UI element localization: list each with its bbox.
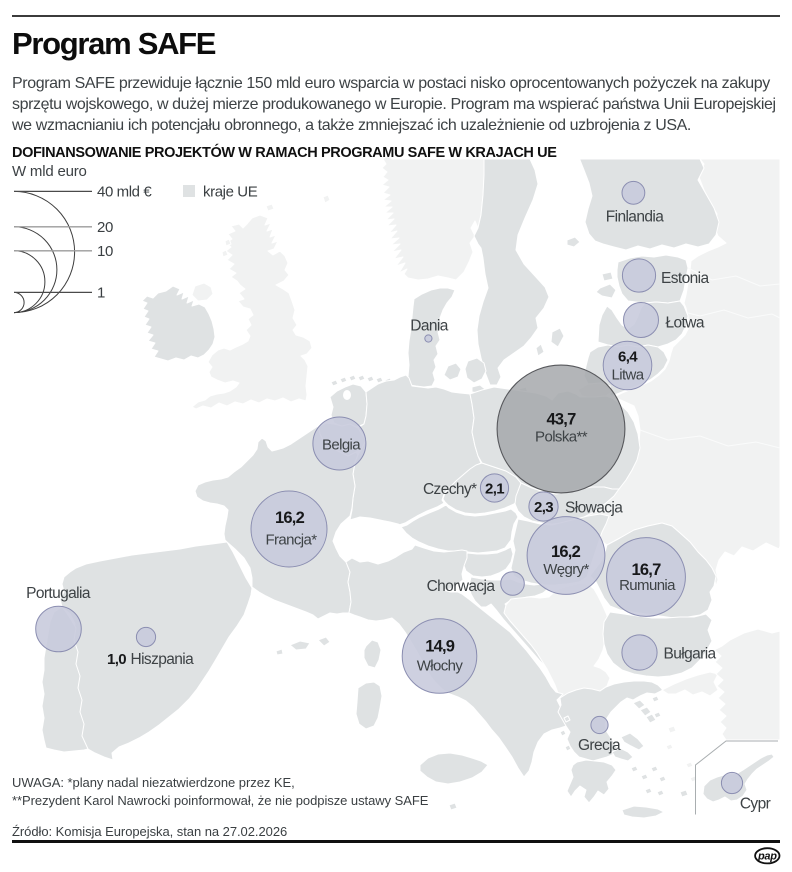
svg-text:1: 1 (97, 285, 105, 302)
svg-text:2,3: 2,3 (534, 499, 553, 516)
svg-text:Słowacja: Słowacja (565, 500, 623, 517)
svg-text:Chorwacja: Chorwacja (427, 578, 496, 595)
svg-text:kraje UE: kraje UE (203, 184, 258, 201)
svg-text:Włochy: Włochy (417, 658, 464, 675)
svg-text:Belgia: Belgia (322, 437, 361, 454)
svg-text:43,7: 43,7 (547, 411, 577, 429)
svg-text:Czechy*: Czechy* (423, 481, 477, 498)
svg-text:16,2: 16,2 (551, 543, 581, 561)
svg-text:pap: pap (757, 851, 777, 863)
svg-text:2,1: 2,1 (485, 481, 504, 498)
svg-text:16,2: 16,2 (275, 509, 305, 527)
svg-text:20: 20 (97, 219, 113, 236)
svg-text:Polska**: Polska** (535, 429, 588, 446)
svg-text:Cypr: Cypr (740, 796, 771, 813)
svg-text:Estonia: Estonia (661, 270, 709, 287)
svg-text:Hiszpania: Hiszpania (131, 651, 195, 668)
svg-text:Finlandia: Finlandia (606, 209, 664, 226)
svg-text:6,4: 6,4 (618, 349, 638, 366)
svg-text:Rumunia: Rumunia (619, 577, 676, 594)
svg-text:10: 10 (97, 243, 113, 260)
svg-text:14,9: 14,9 (425, 638, 455, 656)
svg-text:Grecja: Grecja (578, 737, 621, 754)
svg-text:Węgry*: Węgry* (543, 561, 589, 578)
svg-text:1,0: 1,0 (107, 651, 126, 668)
svg-text:Łotwa: Łotwa (666, 315, 705, 332)
svg-text:Litwa: Litwa (611, 367, 644, 384)
svg-text:Dania: Dania (410, 318, 448, 335)
svg-text:16,7: 16,7 (632, 561, 662, 579)
svg-text:Bułgaria: Bułgaria (664, 646, 717, 663)
svg-text:40 mld €: 40 mld € (97, 184, 152, 201)
svg-text:Francja*: Francja* (265, 532, 317, 549)
svg-text:Portugalia: Portugalia (26, 585, 91, 602)
